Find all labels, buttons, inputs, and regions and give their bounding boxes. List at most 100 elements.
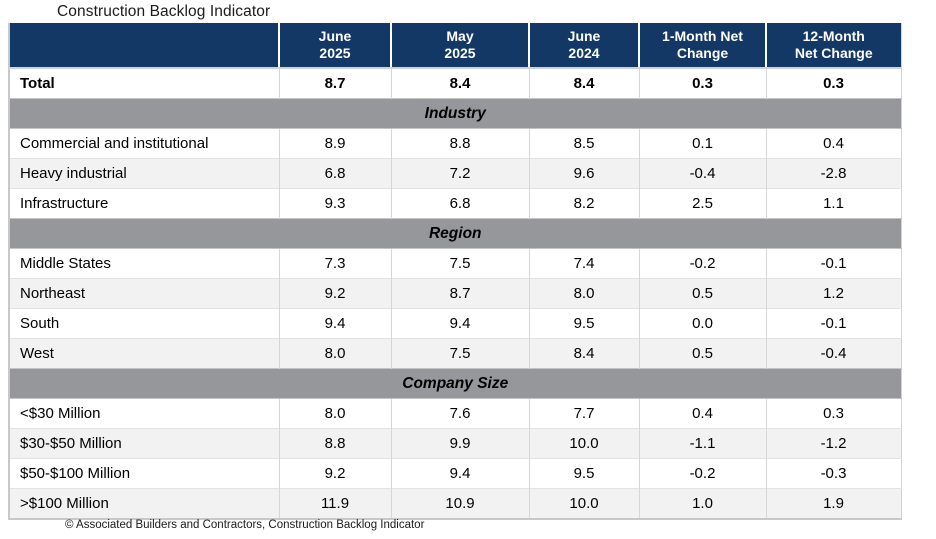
cell-value: 8.0 bbox=[528, 278, 639, 309]
backlog-table: June 2025 May 2025 June 2024 1-Month Net Ch… bbox=[8, 23, 902, 520]
header-row: June 2025 May 2025 June 2024 1-Month Net Ch… bbox=[9, 23, 901, 69]
cell-value: 7.3 bbox=[278, 248, 391, 279]
table-row: Northeast 9.2 8.7 8.0 0.5 1.2 bbox=[9, 278, 901, 309]
section-row: Region bbox=[9, 218, 901, 249]
cell-value: 8.9 bbox=[278, 128, 391, 159]
cell-value: 9.6 bbox=[528, 158, 639, 189]
cell-value: 7.4 bbox=[528, 248, 639, 279]
section-header-region: Region bbox=[9, 218, 901, 249]
row-label: $50-$100 Million bbox=[9, 458, 279, 489]
cell-value: 0.5 bbox=[638, 278, 766, 309]
row-label: Commercial and institutional bbox=[9, 128, 279, 159]
cell-value: 8.7 bbox=[390, 278, 529, 309]
cell-value: 9.5 bbox=[528, 308, 639, 339]
cell-value: 8.4 bbox=[528, 338, 639, 369]
cell-value: -0.2 bbox=[638, 248, 766, 279]
row-label: Total bbox=[9, 67, 279, 99]
row-label: Northeast bbox=[9, 278, 279, 309]
cell-value: 1.9 bbox=[765, 488, 901, 519]
column-header: 12-Month Net Change bbox=[765, 23, 901, 69]
row-label: Infrastructure bbox=[9, 188, 279, 219]
cell-value: 7.5 bbox=[390, 248, 529, 279]
cell-value: 1.2 bbox=[765, 278, 901, 309]
cell-value: 8.4 bbox=[528, 67, 639, 99]
cell-value: 8.5 bbox=[528, 128, 639, 159]
cell-value: -0.3 bbox=[765, 458, 901, 489]
cell-value: 9.2 bbox=[278, 458, 391, 489]
cell-value: 1.0 bbox=[638, 488, 766, 519]
cell-value: 10.9 bbox=[390, 488, 529, 519]
row-label: South bbox=[9, 308, 279, 339]
cell-value: 0.3 bbox=[638, 67, 766, 99]
cell-value: 8.7 bbox=[278, 67, 391, 99]
table-row: Heavy industrial 6.8 7.2 9.6 -0.4 -2.8 bbox=[9, 158, 901, 189]
cell-value: 7.6 bbox=[390, 398, 529, 429]
cell-value: 9.4 bbox=[278, 308, 391, 339]
row-label: West bbox=[9, 338, 279, 369]
row-label: Middle States bbox=[9, 248, 279, 279]
cell-value: 6.8 bbox=[278, 158, 391, 189]
table-row: $30-$50 Million 8.8 9.9 10.0 -1.1 -1.2 bbox=[9, 428, 901, 459]
row-label: $30-$50 Million bbox=[9, 428, 279, 459]
column-header: June 2025 bbox=[278, 23, 391, 69]
page-title: Construction Backlog Indicator bbox=[57, 3, 271, 20]
section-row: Industry bbox=[9, 98, 901, 129]
table-row: Infrastructure 9.3 6.8 8.2 2.5 1.1 bbox=[9, 188, 901, 219]
cell-value: 0.5 bbox=[638, 338, 766, 369]
cell-value: 9.4 bbox=[390, 458, 529, 489]
cell-value: 0.4 bbox=[638, 398, 766, 429]
cell-value: 8.2 bbox=[528, 188, 639, 219]
cell-value: 9.5 bbox=[528, 458, 639, 489]
section-header-industry: Industry bbox=[9, 98, 901, 129]
cell-value: -0.4 bbox=[638, 158, 766, 189]
cell-value: 11.9 bbox=[278, 488, 391, 519]
cell-value: -0.2 bbox=[638, 458, 766, 489]
cell-value: -0.1 bbox=[765, 248, 901, 279]
section-header-company-size: Company Size bbox=[9, 368, 901, 399]
section-row: Company Size bbox=[9, 368, 901, 399]
corner-cell bbox=[9, 23, 279, 69]
cell-value: 0.3 bbox=[765, 67, 901, 99]
table-row: South 9.4 9.4 9.5 0.0 -0.1 bbox=[9, 308, 901, 339]
cell-value: 10.0 bbox=[528, 488, 639, 519]
table-row: $50-$100 Million 9.2 9.4 9.5 -0.2 -0.3 bbox=[9, 458, 901, 489]
copyright-note: © Associated Builders and Contractors, C… bbox=[65, 519, 425, 531]
cell-value: 8.0 bbox=[278, 398, 391, 429]
cell-value: 0.4 bbox=[765, 128, 901, 159]
row-label: >$100 Million bbox=[9, 488, 279, 519]
cell-value: 7.5 bbox=[390, 338, 529, 369]
cell-value: 0.0 bbox=[638, 308, 766, 339]
column-header: June 2024 bbox=[528, 23, 639, 69]
cell-value: 9.2 bbox=[278, 278, 391, 309]
column-header: 1-Month Net Change bbox=[638, 23, 766, 69]
cell-value: 7.7 bbox=[528, 398, 639, 429]
cell-value: 9.4 bbox=[390, 308, 529, 339]
table-row: Total 8.7 8.4 8.4 0.3 0.3 bbox=[9, 67, 901, 99]
table-row: <$30 Million 8.0 7.6 7.7 0.4 0.3 bbox=[9, 398, 901, 429]
cell-value: 10.0 bbox=[528, 428, 639, 459]
cell-value: -1.2 bbox=[765, 428, 901, 459]
cell-value: 8.4 bbox=[390, 67, 529, 99]
cell-value: 8.8 bbox=[278, 428, 391, 459]
cell-value: 2.5 bbox=[638, 188, 766, 219]
column-header: May 2025 bbox=[390, 23, 529, 69]
cell-value: -0.4 bbox=[765, 338, 901, 369]
row-label: Heavy industrial bbox=[9, 158, 279, 189]
cell-value: 8.0 bbox=[278, 338, 391, 369]
cell-value: -2.8 bbox=[765, 158, 901, 189]
table-row: Middle States 7.3 7.5 7.4 -0.2 -0.1 bbox=[9, 248, 901, 279]
cell-value: 9.3 bbox=[278, 188, 391, 219]
cell-value: 0.1 bbox=[638, 128, 766, 159]
cell-value: 0.3 bbox=[765, 398, 901, 429]
cell-value: 9.9 bbox=[390, 428, 529, 459]
cell-value: -0.1 bbox=[765, 308, 901, 339]
cell-value: 8.8 bbox=[390, 128, 529, 159]
table-body: Total 8.7 8.4 8.4 0.3 0.3 Industry Commercial a… bbox=[9, 67, 901, 519]
table-row: Commercial and institutional 8.9 8.8 8.5 0.1… bbox=[9, 128, 901, 159]
cell-value: 1.1 bbox=[765, 188, 901, 219]
cell-value: 7.2 bbox=[390, 158, 529, 189]
table-row: >$100 Million 11.9 10.9 10.0 1.0 1.9 bbox=[9, 488, 901, 519]
row-label: <$30 Million bbox=[9, 398, 279, 429]
cell-value: 6.8 bbox=[390, 188, 529, 219]
